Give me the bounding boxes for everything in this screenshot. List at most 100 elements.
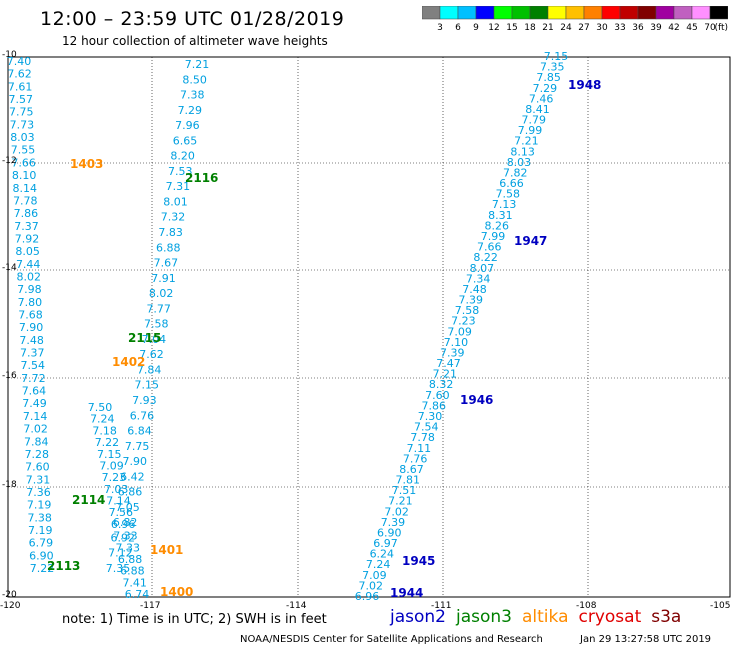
legend-unit: (ft) bbox=[714, 23, 728, 32]
wave-height-value: 8.01 bbox=[163, 195, 188, 208]
wave-height-value: 7.02 bbox=[358, 579, 383, 592]
satellite-legend-jason3: jason3 bbox=[456, 607, 512, 627]
wave-height-value: 7.86 bbox=[421, 399, 446, 412]
latitude-label: -16 bbox=[2, 371, 17, 381]
wave-height-value: 6.88 bbox=[156, 241, 181, 254]
wave-height-value: 7.79 bbox=[522, 114, 547, 127]
wave-height-value: 7.92 bbox=[15, 232, 40, 245]
wave-height-value: 7.24 bbox=[366, 558, 391, 571]
wave-height-value: 8.50 bbox=[182, 73, 207, 86]
wave-height-value: 7.58 bbox=[144, 318, 169, 331]
wave-height-value: 7.10 bbox=[444, 336, 469, 349]
wave-height-value: 7.36 bbox=[26, 486, 51, 499]
legend-tick-label: 24 bbox=[560, 23, 572, 32]
wave-height-value: 7.85 bbox=[536, 71, 561, 84]
wave-height-value: 7.54 bbox=[414, 421, 439, 434]
legend-tick-label: 6 bbox=[455, 23, 461, 32]
wave-height-value: 7.66 bbox=[477, 241, 502, 254]
legend-tick-label: 30 bbox=[596, 23, 608, 32]
wave-height-value: 6.88 bbox=[120, 565, 145, 578]
wave-height-value: 7.14 bbox=[23, 410, 48, 423]
pass-number-label: 2115 bbox=[128, 331, 161, 345]
pass-number-label: 1946 bbox=[460, 393, 493, 407]
wave-height-value: 7.29 bbox=[178, 104, 203, 117]
wave-height-value: 7.60 bbox=[425, 389, 450, 402]
legend-tick-label: 18 bbox=[524, 23, 536, 32]
legend-tick-label: 39 bbox=[650, 23, 662, 32]
wave-height-value: 7.60 bbox=[25, 461, 50, 474]
latitude-label: -14 bbox=[2, 263, 17, 273]
wave-height-value: 7.11 bbox=[407, 442, 432, 455]
footer-note: note: 1) Time is in UTC; 2) SWH is in fe… bbox=[62, 612, 327, 627]
wave-height-value: 7.15 bbox=[97, 448, 122, 461]
wave-height-value: 7.41 bbox=[122, 576, 147, 589]
wave-height-value: 7.24 bbox=[90, 413, 115, 426]
wave-height-value: 7.50 bbox=[88, 401, 113, 414]
wave-height-value: 8.31 bbox=[488, 209, 513, 222]
wave-height-value: 7.38 bbox=[180, 89, 205, 102]
wave-height-value: 7.35 bbox=[540, 61, 565, 74]
legend-swatch bbox=[709, 6, 728, 20]
wave-height-value: 7.53 bbox=[168, 165, 193, 178]
wave-height-value: 6.92 bbox=[111, 531, 136, 544]
wave-height-value: 7.23 bbox=[451, 315, 476, 328]
wave-height-value: 7.28 bbox=[25, 448, 50, 461]
pass-number-label: 1403 bbox=[70, 157, 103, 171]
generated-timestamp: Jan 29 13:27:58 UTC 2019 bbox=[580, 634, 712, 645]
wave-height-value: 7.39 bbox=[381, 516, 406, 529]
latitude-label: -12 bbox=[2, 156, 17, 166]
wave-height-value: 7.44 bbox=[16, 258, 41, 271]
wave-height-value: 7.51 bbox=[392, 484, 417, 497]
wave-height-value: 8.14 bbox=[13, 182, 38, 195]
wave-height-value: 6.82 bbox=[113, 516, 138, 529]
wave-height-value: 6.66 bbox=[499, 177, 524, 190]
wave-height-value: 7.96 bbox=[175, 119, 200, 132]
longitude-label: -114 bbox=[286, 601, 307, 611]
wave-height-value: 7.93 bbox=[132, 394, 157, 407]
wave-height-value: 7.66 bbox=[11, 156, 36, 169]
pass-number-label: 1947 bbox=[514, 234, 547, 248]
wave-height-value: 7.21 bbox=[433, 368, 458, 381]
wave-height-value: 7.48 bbox=[19, 334, 44, 347]
wave-height-value: 8.02 bbox=[149, 287, 174, 300]
wave-height-value: 7.02 bbox=[23, 423, 48, 436]
wave-height-value: 8.05 bbox=[15, 245, 40, 258]
wave-height-value: 8.41 bbox=[525, 103, 550, 116]
wave-height-value: 8.22 bbox=[473, 251, 498, 264]
wave-height-value: 7.78 bbox=[410, 431, 435, 444]
credit-line: NOAA/NESDIS Center for Satellite Applica… bbox=[240, 634, 543, 645]
legend-tick-label: 45 bbox=[686, 23, 697, 32]
wave-height-value: 7.19 bbox=[27, 499, 52, 512]
wave-height-value: 7.47 bbox=[436, 357, 461, 370]
wave-height-value: 7.15 bbox=[544, 50, 569, 63]
wave-height-value: 7.98 bbox=[17, 283, 42, 296]
longitude-label: -117 bbox=[140, 601, 161, 611]
wave-height-value: 7.84 bbox=[24, 435, 49, 448]
wave-height-value: 7.33 bbox=[113, 530, 138, 543]
wave-height-value: 7.21 bbox=[388, 495, 413, 508]
wave-height-value: 7.48 bbox=[462, 283, 487, 296]
wave-height-value: 7.78 bbox=[13, 194, 38, 207]
wave-height-value: 7.09 bbox=[447, 325, 472, 338]
wave-height-value: 6.97 bbox=[373, 537, 398, 550]
wave-height-value: 7.14 bbox=[106, 495, 131, 508]
legend-tick-label: 9 bbox=[473, 23, 479, 32]
legend-tick-label: 70 bbox=[704, 23, 716, 32]
wave-height-value: 7.75 bbox=[9, 106, 34, 119]
wave-height-value: 7.30 bbox=[418, 410, 443, 423]
wave-height-value: 7.49 bbox=[22, 397, 47, 410]
longitude-label: -111 bbox=[431, 601, 452, 611]
wave-height-value: 7.90 bbox=[19, 321, 44, 334]
wave-height-value: 7.62 bbox=[139, 348, 164, 361]
pass-number-label: 1944 bbox=[390, 586, 423, 600]
wave-height-value: 6.76 bbox=[130, 409, 155, 422]
wave-height-value: 7.56 bbox=[109, 506, 134, 519]
satellite-legend-s3a: s3a bbox=[651, 607, 682, 627]
wave-height-value: 7.39 bbox=[459, 294, 484, 307]
satellite-legend: jason2 jason3 altika cryosat s3a bbox=[390, 607, 691, 627]
wave-height-value: 8.32 bbox=[429, 378, 454, 391]
latitude-label: -10 bbox=[2, 50, 17, 60]
legend-tick-label: 3 bbox=[437, 23, 443, 32]
wave-height-value: 6.90 bbox=[29, 549, 54, 562]
wave-height-value: 7.38 bbox=[27, 511, 52, 524]
